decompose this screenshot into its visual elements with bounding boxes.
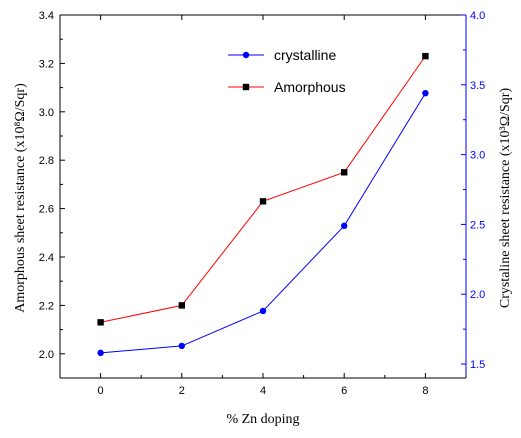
y-left-tick-label: 3.2: [39, 58, 54, 70]
y-right-tick-label: 2.0: [470, 289, 485, 301]
legend-label-crystalline: crystalline: [274, 47, 336, 63]
x-tick-label: 6: [341, 385, 347, 397]
amorphous-point: [259, 198, 267, 205]
y-axis-right-title: Crystaline sheet resistance (x10³Ω/Sqr): [498, 88, 513, 309]
y-left-tick-label: 2.2: [39, 300, 54, 312]
y-right-tick-label: 3.5: [470, 80, 485, 92]
crystalline-point: [178, 342, 185, 350]
legend-marker-amorphous: [242, 83, 250, 91]
y-right-tick-label: 4.0: [470, 10, 485, 22]
y-left-tick-label: 3.4: [39, 10, 54, 22]
x-axis-title: % Zn doping: [226, 412, 299, 427]
amorphous-point: [341, 169, 348, 176]
y-right-tick-label: 3.0: [470, 150, 485, 162]
y-left-tick-label: 2.0: [39, 349, 54, 361]
y-left-tick-label: 2.8: [39, 155, 54, 167]
amorphous-line: [100, 55, 426, 323]
y-axis-left-title: Amorphous sheet resistance (x10⁸Ω/Sqr): [13, 83, 28, 313]
amorphous-point: [97, 319, 104, 326]
y-right-tick-label: 1.5: [470, 359, 485, 371]
crystalline-point: [259, 307, 267, 315]
crystalline-point: [341, 222, 348, 230]
x-tick-label: 2: [179, 385, 185, 397]
crystalline-point: [97, 349, 104, 357]
amorphous-point: [178, 302, 185, 309]
x-tick-label: 0: [98, 385, 104, 397]
x-tick-label: 4: [260, 385, 266, 397]
axes: 0 2 4 6 8 2.0 2.2 2.4 2.6 2.8 3.0 3.2 3.4 1.5 2.0 2.5 3.…: [39, 10, 486, 397]
legend-label-amorphous: Amorphous: [274, 79, 346, 95]
x-tick-label: 8: [422, 385, 428, 397]
y-left-tick-label: 2.4: [39, 252, 54, 264]
y-left-tick-label: 3.0: [39, 107, 54, 119]
legend: crystalline Amorphous: [228, 47, 346, 95]
crystalline-point: [422, 89, 429, 97]
y-left-tick-label: 2.6: [39, 204, 54, 216]
amorphous-point: [422, 52, 429, 60]
legend-marker-crystalline: [242, 51, 250, 59]
series-markers: [97, 52, 429, 357]
y-right-tick-label: 2.5: [470, 219, 485, 231]
